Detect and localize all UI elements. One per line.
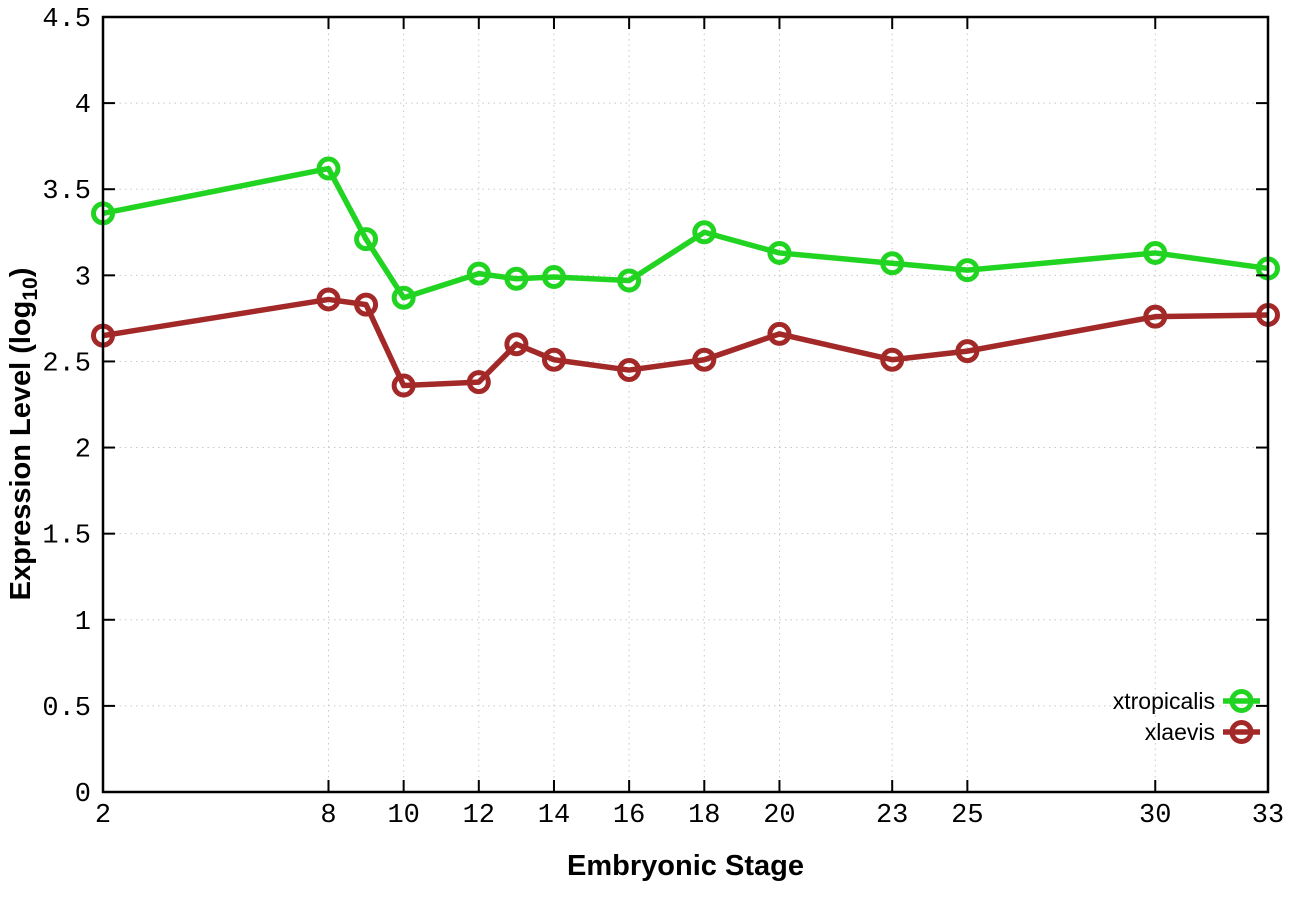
tick-label-layer: 2 8 10 12 14 16 18 20 23 25 30 33 0 0.5 1 1.5 2 2.5 3 3.5 4 4… <box>42 5 1284 831</box>
data-point-xtropicalis <box>354 227 379 252</box>
y-tick-label: 2.5 <box>42 349 91 379</box>
data-point-xtropicalis <box>1143 240 1168 265</box>
data-point-xtropicalis <box>955 258 980 283</box>
legend-marker-xlaevis <box>1229 720 1254 744</box>
data-point-xtropicalis <box>504 266 529 291</box>
data-point-xtropicalis <box>767 240 792 265</box>
legend-marker-xtropicalis <box>1229 689 1254 713</box>
legend-label-xtropicalis: xtropicalis <box>1113 688 1215 714</box>
data-point-xlaevis <box>354 292 379 317</box>
data-point-xlaevis <box>316 287 341 312</box>
y-axis-title-close: ) <box>5 268 37 278</box>
y-tick-label: 3 <box>75 263 91 293</box>
x-tick-label: 8 <box>320 801 336 831</box>
data-point-xlaevis <box>466 370 491 395</box>
y-tick-label: 3.5 <box>42 177 91 207</box>
x-tick-label: 2 <box>95 801 111 831</box>
data-point-xlaevis <box>955 339 980 364</box>
y-tick-label: 0.5 <box>42 694 91 724</box>
y-tick-label: 2 <box>75 436 91 466</box>
x-tick-label: 33 <box>1252 801 1284 831</box>
legend-label-xlaevis: xlaevis <box>1145 719 1215 745</box>
tick-layer <box>102 16 1269 793</box>
x-tick-label: 14 <box>538 801 570 831</box>
series-layer <box>91 156 1280 398</box>
y-tick-label: 0 <box>75 780 91 810</box>
x-tick-label: 23 <box>876 801 908 831</box>
grid-layer <box>102 16 1269 793</box>
y-tick-label: 1 <box>75 608 91 638</box>
data-point-xlaevis <box>541 347 566 372</box>
data-point-xlaevis <box>504 332 529 357</box>
x-tick-label: 10 <box>387 801 419 831</box>
data-point-xlaevis <box>617 358 642 383</box>
x-axis-title: Embryonic Stage <box>567 850 804 882</box>
data-point-xlaevis <box>391 373 416 398</box>
data-point-xtropicalis <box>316 156 341 181</box>
legend: xtropicalis xlaevis <box>1113 688 1260 745</box>
x-tick-label: 12 <box>463 801 495 831</box>
series-line-xlaevis <box>102 296 1269 389</box>
x-tick-label: 18 <box>688 801 720 831</box>
data-point-xlaevis <box>692 347 717 372</box>
plot-border <box>101 15 1270 794</box>
y-tick-label: 4.5 <box>42 5 91 35</box>
y-axis-title-subscript: 10 <box>19 277 42 300</box>
y-axis-title: Expression Level (log10) <box>5 268 42 601</box>
data-point-xtropicalis <box>466 261 491 286</box>
y-axis-title-main: Expression Level (log <box>5 301 37 601</box>
data-point-xtropicalis <box>692 220 717 245</box>
data-point-xlaevis <box>880 347 905 372</box>
series-line-xtropicalis <box>102 165 1269 301</box>
x-tick-label: 30 <box>1139 801 1171 831</box>
y-tick-label: 4 <box>75 91 91 121</box>
x-tick-label: 20 <box>763 801 795 831</box>
data-point-xtropicalis <box>880 251 905 276</box>
y-tick-label: 1.5 <box>42 522 91 552</box>
data-point-xtropicalis <box>391 285 416 310</box>
data-point-xtropicalis <box>617 268 642 293</box>
data-point-xtropicalis <box>541 265 566 290</box>
data-point-xlaevis <box>767 321 792 346</box>
x-tick-label: 25 <box>951 801 983 831</box>
data-point-xlaevis <box>1143 304 1168 329</box>
x-tick-label: 16 <box>613 801 645 831</box>
